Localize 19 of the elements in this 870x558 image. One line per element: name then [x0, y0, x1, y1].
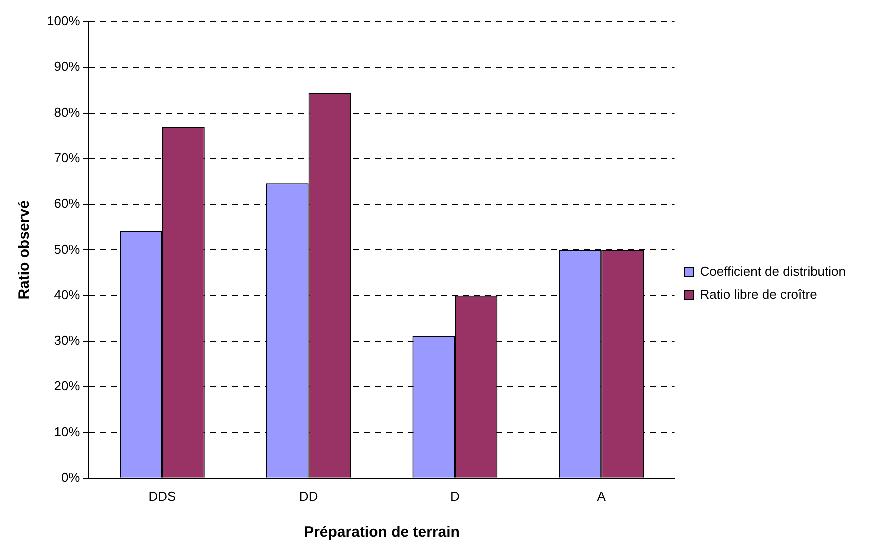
y-tick-label: 80% [54, 104, 81, 120]
legend-label: Coefficient de distribution [700, 264, 846, 280]
y-tick-label: 10% [54, 424, 81, 440]
x-tick-label: DD [299, 488, 318, 504]
y-tick-label: 60% [54, 196, 81, 212]
y-axis-title: Ratio observé [16, 200, 34, 300]
x-tick-label: A [597, 488, 606, 504]
x-tick-label: DDS [148, 488, 176, 504]
y-tick-label: 0% [61, 470, 81, 485]
y-tick-label: 30% [54, 333, 81, 348]
y-tick-label: 50% [54, 242, 81, 257]
x-axis-title: Préparation de terrain [304, 524, 460, 542]
y-tick-label: 100% [47, 14, 81, 29]
y-tick-label: 40% [54, 287, 81, 302]
x-tick-label: D [450, 488, 460, 504]
y-tick-label: 90% [54, 59, 81, 74]
legend-label: Ratio libre de croître [700, 287, 818, 302]
y-tick-label: 20% [54, 378, 81, 394]
y-tick-label: 70% [54, 150, 81, 166]
